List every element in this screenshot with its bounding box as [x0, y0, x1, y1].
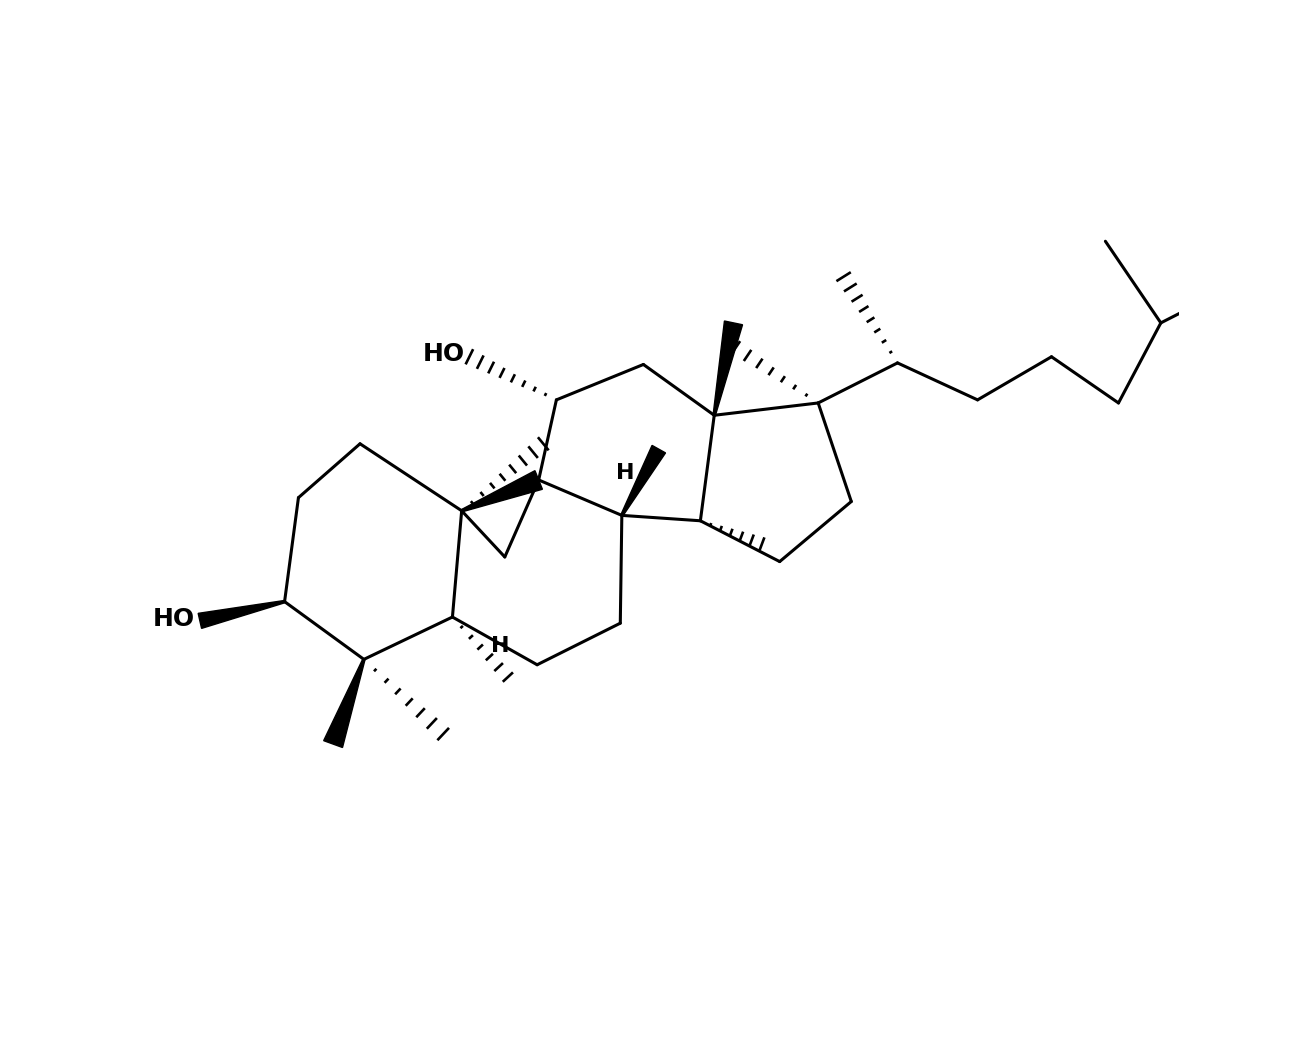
- Text: H: H: [491, 636, 510, 656]
- Polygon shape: [461, 471, 543, 511]
- Polygon shape: [714, 321, 742, 415]
- Text: HO: HO: [154, 608, 196, 631]
- Polygon shape: [620, 445, 665, 516]
- Polygon shape: [198, 601, 285, 629]
- Text: HO: HO: [423, 342, 465, 366]
- Polygon shape: [323, 659, 365, 747]
- Text: H: H: [616, 463, 635, 483]
